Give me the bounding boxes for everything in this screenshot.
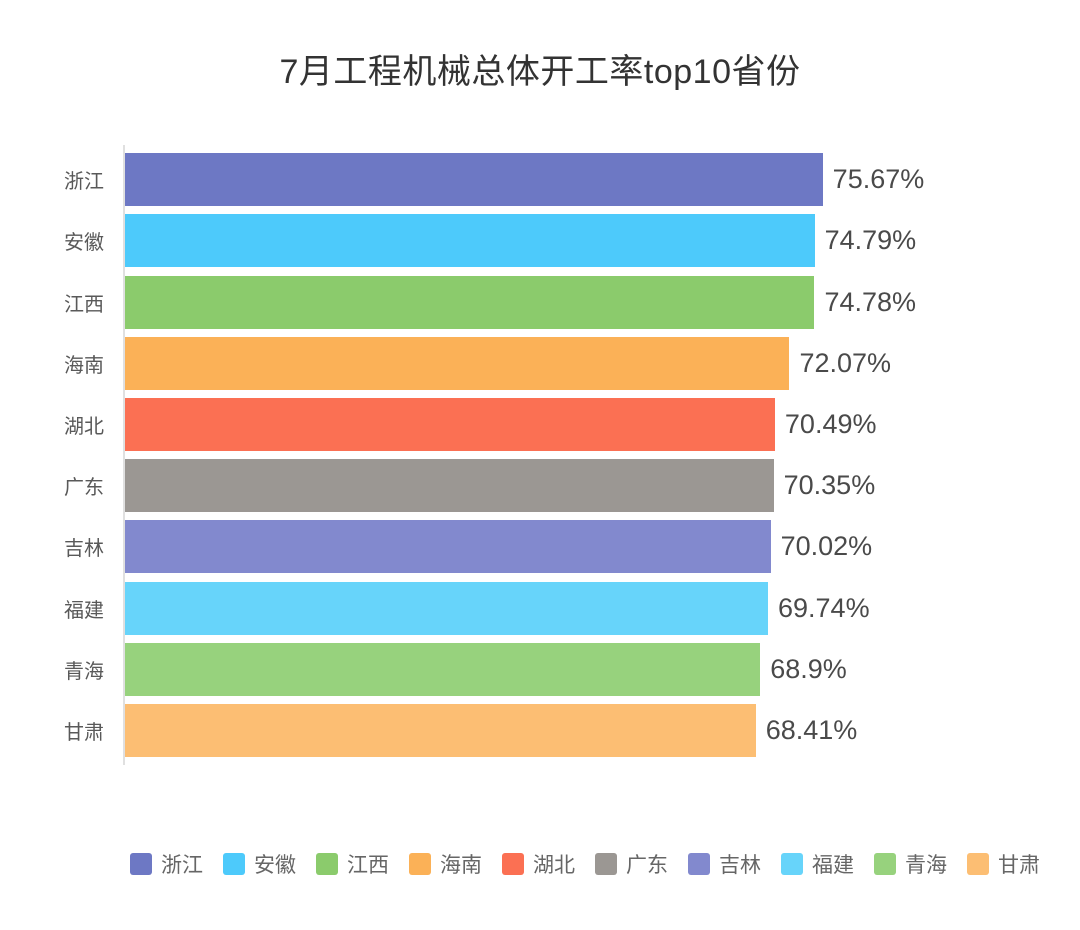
legend-label: 海南: [440, 854, 482, 877]
legend-item[interactable]: 福建: [781, 849, 854, 879]
category-label: 海南: [64, 354, 104, 377]
legend: 浙江 安徽 江西 海南 湖北 广东 吉林 福建 青海 甘肃: [124, 849, 1046, 879]
legend-swatch-icon: [781, 853, 803, 875]
legend-label: 江西: [347, 854, 389, 877]
bar-row: 湖北 70.49%: [64, 394, 1047, 455]
bar[interactable]: [125, 642, 761, 696]
bar[interactable]: [125, 581, 768, 635]
value-label: 70.49%: [784, 408, 877, 439]
legend-swatch-icon: [502, 853, 524, 875]
legend-label: 福建: [812, 854, 854, 877]
legend-label: 湖北: [533, 854, 575, 877]
legend-item[interactable]: 青海: [874, 849, 947, 879]
bar[interactable]: [125, 397, 775, 451]
legend-item[interactable]: 湖北: [502, 849, 575, 879]
bar-row: 青海 68.9%: [64, 639, 1047, 700]
legend-item[interactable]: 江西: [316, 849, 389, 879]
value-label: 70.02%: [780, 531, 873, 562]
legend-label: 安徽: [254, 854, 296, 877]
legend-item[interactable]: 广东: [595, 849, 668, 879]
category-label: 广东: [64, 477, 104, 500]
legend-item[interactable]: 甘肃: [967, 849, 1040, 879]
category-label: 吉林: [64, 538, 104, 561]
value-label: 69.74%: [778, 592, 870, 623]
bar[interactable]: [125, 703, 756, 757]
bar[interactable]: [125, 153, 823, 207]
legend-swatch-icon: [130, 853, 152, 875]
category-label: 福建: [64, 599, 104, 622]
value-label: 70.35%: [783, 470, 876, 501]
value-label: 74.78%: [824, 286, 917, 317]
category-label: 安徽: [64, 232, 104, 255]
category-label: 湖北: [64, 415, 104, 438]
bar[interactable]: [125, 520, 771, 574]
bar-row: 安徽 74.79%: [64, 210, 1047, 271]
legend-item[interactable]: 海南: [409, 849, 482, 879]
value-label: 75.67%: [832, 164, 925, 195]
legend-swatch-icon: [595, 853, 617, 875]
legend-label: 甘肃: [998, 854, 1040, 877]
legend-swatch-icon: [967, 853, 989, 875]
plot-area: 浙江 75.67% 安徽 74.79% 江西 74.78% 海南 72.07% …: [0, 145, 1080, 765]
legend-item[interactable]: 浙江: [130, 849, 203, 879]
value-label: 68.41%: [765, 714, 858, 745]
chart-title: 7月工程机械总体开工率top10省份: [279, 53, 801, 91]
bar[interactable]: [125, 214, 815, 268]
value-label: 74.79%: [824, 225, 917, 256]
bar-row: 甘肃 68.41%: [64, 700, 1047, 761]
legend-item[interactable]: 安徽: [223, 849, 296, 879]
legend-label: 浙江: [161, 854, 203, 877]
legend-item[interactable]: 吉林: [688, 849, 761, 879]
bar-row: 江西 74.78%: [64, 271, 1047, 332]
y-axis-line: [123, 145, 125, 765]
legend-swatch-icon: [688, 853, 710, 875]
legend-swatch-icon: [874, 853, 896, 875]
bar-row: 浙江 75.67%: [64, 149, 1047, 210]
bar[interactable]: [125, 336, 790, 390]
category-label: 浙江: [64, 171, 104, 194]
bar-row: 吉林 70.02%: [64, 516, 1047, 577]
legend-swatch-icon: [223, 853, 245, 875]
category-label: 江西: [64, 293, 104, 316]
bar[interactable]: [125, 275, 815, 329]
legend-label: 广东: [626, 854, 668, 877]
category-label: 甘肃: [64, 721, 104, 744]
legend-label: 青海: [905, 854, 947, 877]
value-label: 72.07%: [799, 347, 892, 378]
legend-label: 吉林: [719, 854, 761, 877]
bar-row: 广东 70.35%: [64, 455, 1047, 516]
bar[interactable]: [125, 459, 774, 513]
legend-swatch-icon: [316, 853, 338, 875]
legend-swatch-icon: [409, 853, 431, 875]
bar-rows: 浙江 75.67% 安徽 74.79% 江西 74.78% 海南 72.07% …: [64, 149, 1047, 761]
category-label: 青海: [64, 660, 104, 683]
bar-row: 海南 72.07%: [64, 333, 1047, 394]
bar-row: 福建 69.74%: [64, 577, 1047, 638]
value-label: 68.9%: [770, 653, 847, 684]
